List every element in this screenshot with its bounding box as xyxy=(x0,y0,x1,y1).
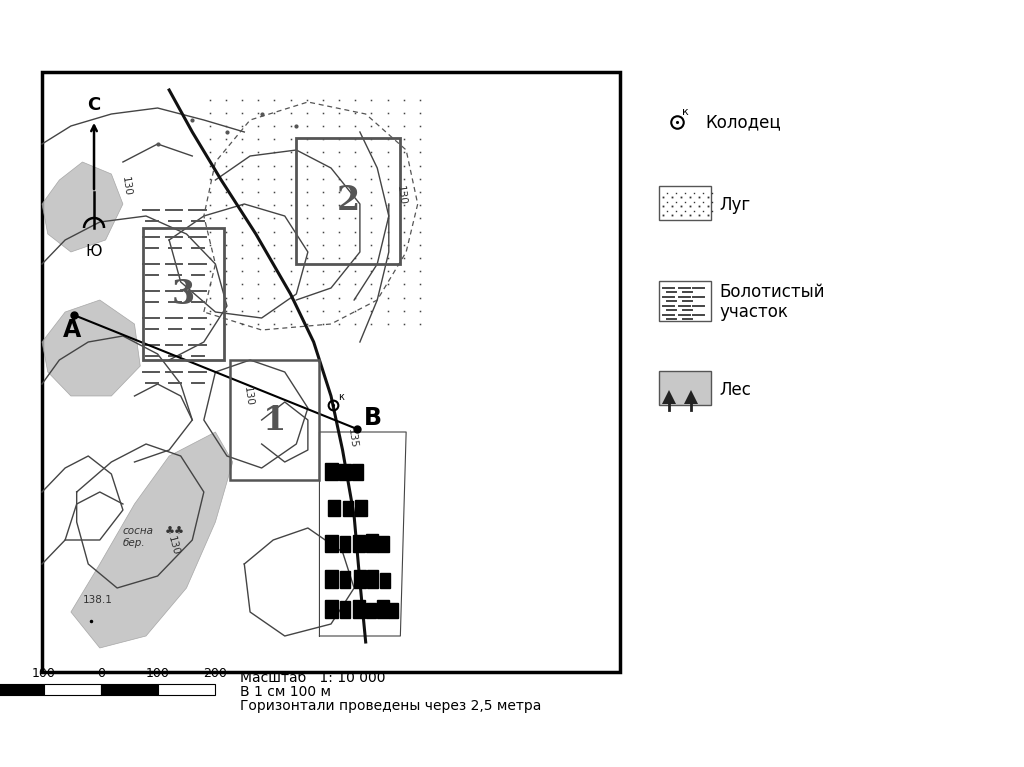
Text: 3: 3 xyxy=(172,278,196,311)
Bar xyxy=(229,360,319,480)
Polygon shape xyxy=(42,162,123,252)
Bar xyxy=(326,463,338,480)
Text: Масштаб   1: 10 000: Масштаб 1: 10 000 xyxy=(240,671,385,685)
Text: Луг: Луг xyxy=(719,196,751,214)
Bar xyxy=(377,600,389,618)
Bar xyxy=(659,186,711,220)
Bar xyxy=(101,684,158,695)
Bar xyxy=(659,371,711,405)
Text: В: В xyxy=(364,406,382,430)
Bar xyxy=(158,684,215,695)
Text: 130: 130 xyxy=(166,535,181,557)
Text: к: к xyxy=(338,392,344,402)
Bar xyxy=(366,534,379,552)
Polygon shape xyxy=(71,432,232,648)
Bar xyxy=(326,600,338,618)
Bar xyxy=(379,536,389,552)
Bar xyxy=(296,138,400,264)
Bar xyxy=(0,684,44,695)
Text: В 1 см 100 м: В 1 см 100 м xyxy=(240,685,331,699)
Text: сосна
бер.: сосна бер. xyxy=(123,526,154,548)
Bar xyxy=(44,684,101,695)
Text: 0: 0 xyxy=(97,667,105,680)
Text: к: к xyxy=(682,107,689,117)
Bar xyxy=(340,571,350,588)
Bar xyxy=(343,501,353,516)
Bar xyxy=(143,228,224,360)
Polygon shape xyxy=(42,300,140,396)
Text: А: А xyxy=(62,318,81,342)
Bar xyxy=(355,500,367,516)
Bar xyxy=(659,281,711,321)
Text: 200: 200 xyxy=(203,667,227,680)
Text: Лес: Лес xyxy=(719,381,751,399)
Text: Ю: Ю xyxy=(86,244,102,259)
Bar xyxy=(353,600,365,618)
Bar xyxy=(366,603,376,618)
Bar xyxy=(326,570,338,588)
Text: 135: 135 xyxy=(345,428,358,449)
Text: Колодец: Колодец xyxy=(705,113,780,131)
Text: Горизонтали проведены через 2,5 метра: Горизонтали проведены через 2,5 метра xyxy=(240,699,542,713)
Bar xyxy=(353,535,365,552)
Bar xyxy=(328,500,340,516)
Bar xyxy=(389,603,398,618)
Bar xyxy=(339,464,350,480)
Bar xyxy=(42,72,620,672)
Text: 1: 1 xyxy=(263,403,287,436)
Text: С: С xyxy=(87,96,100,114)
Text: 100: 100 xyxy=(32,667,56,680)
Bar xyxy=(367,570,379,588)
Bar xyxy=(354,570,366,588)
Text: 130: 130 xyxy=(120,176,133,197)
Text: 130: 130 xyxy=(394,185,408,206)
Text: 100: 100 xyxy=(146,667,170,680)
Text: Болотистый
участок: Болотистый участок xyxy=(719,282,824,321)
Bar xyxy=(340,536,350,552)
Text: ♣♣: ♣♣ xyxy=(165,527,185,537)
Text: 130: 130 xyxy=(242,386,254,407)
Bar xyxy=(380,573,390,588)
Text: 138.1: 138.1 xyxy=(83,595,113,605)
Polygon shape xyxy=(684,390,698,404)
Polygon shape xyxy=(662,390,676,404)
Text: 2: 2 xyxy=(337,185,360,218)
Bar xyxy=(352,464,362,480)
Bar xyxy=(340,601,350,618)
Bar xyxy=(326,535,338,552)
